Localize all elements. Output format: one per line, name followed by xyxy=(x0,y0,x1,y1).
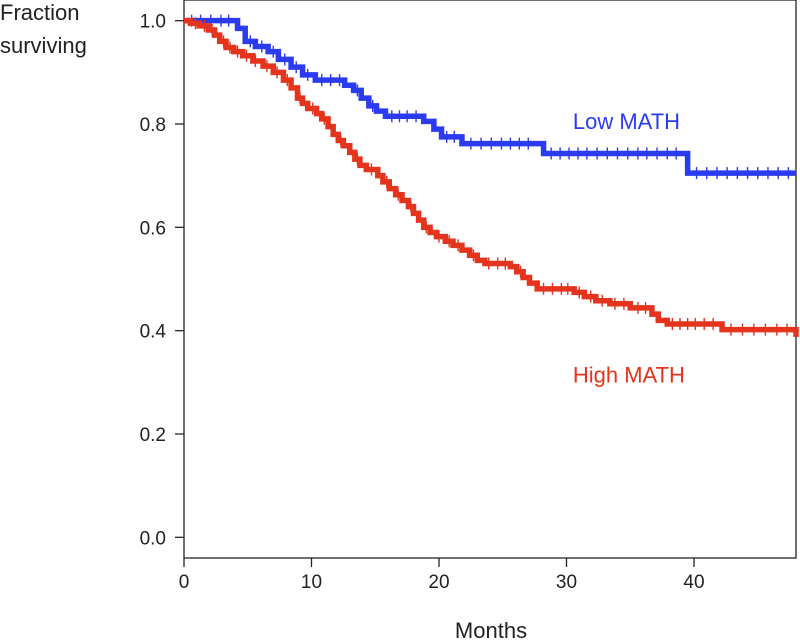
y-tick-label: 0.4 xyxy=(140,322,167,343)
x-tick-label: 30 xyxy=(556,572,577,593)
y-tick-label: 0.0 xyxy=(140,528,166,549)
x-tick-label: 40 xyxy=(683,572,704,593)
y-tick-label: 0.2 xyxy=(140,425,166,446)
series-low-math: Low MATH xyxy=(184,14,796,180)
y-tick-label: 1.0 xyxy=(140,12,166,33)
x-tick-label: 10 xyxy=(301,572,322,593)
y-tick-label: 0.6 xyxy=(140,218,166,239)
y-tick-label: 0.8 xyxy=(140,115,166,136)
series-label-low-math: Low MATH xyxy=(573,109,680,134)
y-axis: 0.0 0.2 0.4 0.6 0.8 1.0 xyxy=(140,12,184,549)
series-layer: Low MATH High MATH xyxy=(184,14,799,387)
survival-curve-high-math xyxy=(184,17,799,337)
x-axis-title: Months xyxy=(455,618,527,643)
series-label-high-math: High MATH xyxy=(573,362,685,387)
series-high-math: High MATH xyxy=(184,17,799,387)
y-axis-title-line-1: Fraction xyxy=(0,0,79,25)
plot-frame xyxy=(183,0,797,559)
x-tick-label: 20 xyxy=(428,572,449,593)
survival-curve-low-math xyxy=(184,17,796,176)
y-axis-title-line-2: surviving xyxy=(0,33,87,58)
x-axis: 0 10 20 30 40 xyxy=(179,558,705,593)
x-tick-label: 0 xyxy=(179,572,190,593)
